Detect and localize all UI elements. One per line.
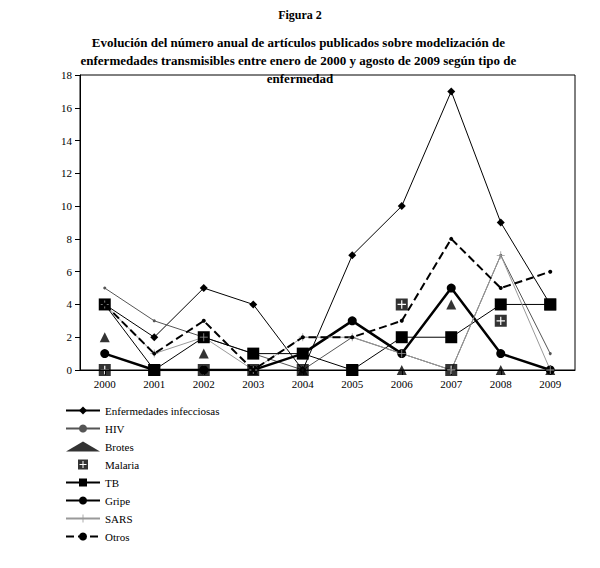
svg-text:16: 16 xyxy=(61,102,73,114)
svg-text:0: 0 xyxy=(67,364,73,376)
svg-text:enfermedades transmisibles ent: enfermedades transmisibles entre enero d… xyxy=(81,53,520,68)
svg-text:Gripe: Gripe xyxy=(105,495,130,507)
svg-text:2: 2 xyxy=(67,331,73,343)
svg-text:2001: 2001 xyxy=(143,378,165,390)
svg-text:TB: TB xyxy=(105,477,119,489)
svg-text:10: 10 xyxy=(61,200,73,212)
svg-text:2009: 2009 xyxy=(539,378,562,390)
svg-text:2006: 2006 xyxy=(391,378,414,390)
svg-text:6: 6 xyxy=(67,266,73,278)
svg-text:12: 12 xyxy=(61,167,72,179)
svg-text:2007: 2007 xyxy=(440,378,463,390)
svg-text:2002: 2002 xyxy=(193,378,215,390)
svg-text:18: 18 xyxy=(61,69,73,81)
svg-text:2004: 2004 xyxy=(292,378,315,390)
svg-text:2008: 2008 xyxy=(490,378,513,390)
svg-text:8: 8 xyxy=(67,233,73,245)
svg-text:4: 4 xyxy=(67,298,73,310)
svg-text:Figura 2: Figura 2 xyxy=(278,8,322,22)
svg-text:2000: 2000 xyxy=(94,378,117,390)
svg-text:Enfermedades infecciosas: Enfermedades infecciosas xyxy=(105,405,220,417)
svg-text:Malaria: Malaria xyxy=(105,459,139,471)
svg-text:SARS: SARS xyxy=(105,513,133,525)
svg-text:Evolución del número anual de: Evolución del número anual de artículos … xyxy=(92,35,508,50)
svg-text:enfermedad: enfermedad xyxy=(267,71,334,86)
svg-text:Brotes: Brotes xyxy=(105,441,134,453)
svg-text:HIV: HIV xyxy=(105,423,125,435)
svg-text:14: 14 xyxy=(61,135,73,147)
svg-text:2005: 2005 xyxy=(341,378,364,390)
svg-text:Otros: Otros xyxy=(105,531,129,543)
svg-text:2003: 2003 xyxy=(242,378,265,390)
